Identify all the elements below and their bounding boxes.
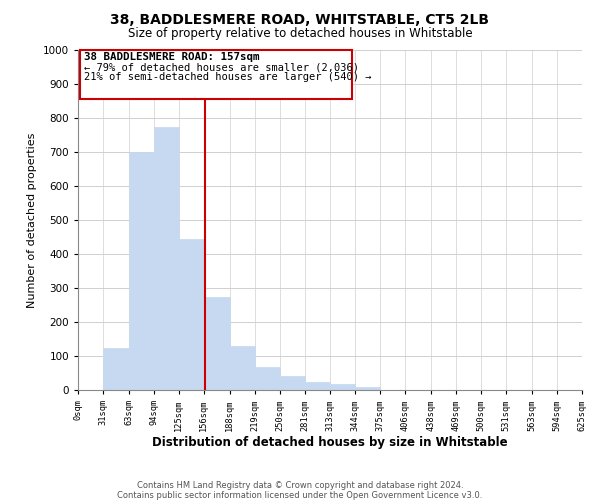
Bar	[103, 348, 129, 390]
Bar	[331, 384, 355, 390]
Bar	[254, 367, 280, 390]
Bar	[179, 238, 204, 390]
Text: 38, BADDLESMERE ROAD, WHITSTABLE, CT5 2LB: 38, BADDLESMERE ROAD, WHITSTABLE, CT5 2L…	[110, 12, 490, 26]
Bar	[129, 152, 154, 390]
FancyBboxPatch shape	[80, 50, 352, 100]
X-axis label: Distribution of detached houses by size in Whitstable: Distribution of detached houses by size …	[152, 436, 508, 449]
Text: 21% of semi-detached houses are larger (540) →: 21% of semi-detached houses are larger (…	[85, 72, 372, 82]
Bar	[280, 376, 305, 390]
Y-axis label: Number of detached properties: Number of detached properties	[27, 132, 37, 308]
Text: Size of property relative to detached houses in Whitstable: Size of property relative to detached ho…	[128, 28, 472, 40]
Bar	[305, 382, 331, 390]
Bar	[154, 126, 179, 390]
Text: Contains public sector information licensed under the Open Government Licence v3: Contains public sector information licen…	[118, 491, 482, 500]
Text: 38 BADDLESMERE ROAD: 157sqm: 38 BADDLESMERE ROAD: 157sqm	[85, 52, 260, 62]
Text: Contains HM Land Registry data © Crown copyright and database right 2024.: Contains HM Land Registry data © Crown c…	[137, 481, 463, 490]
Bar	[230, 346, 254, 390]
Bar	[355, 386, 380, 390]
Bar	[204, 296, 230, 390]
Text: ← 79% of detached houses are smaller (2,036): ← 79% of detached houses are smaller (2,…	[85, 62, 359, 72]
